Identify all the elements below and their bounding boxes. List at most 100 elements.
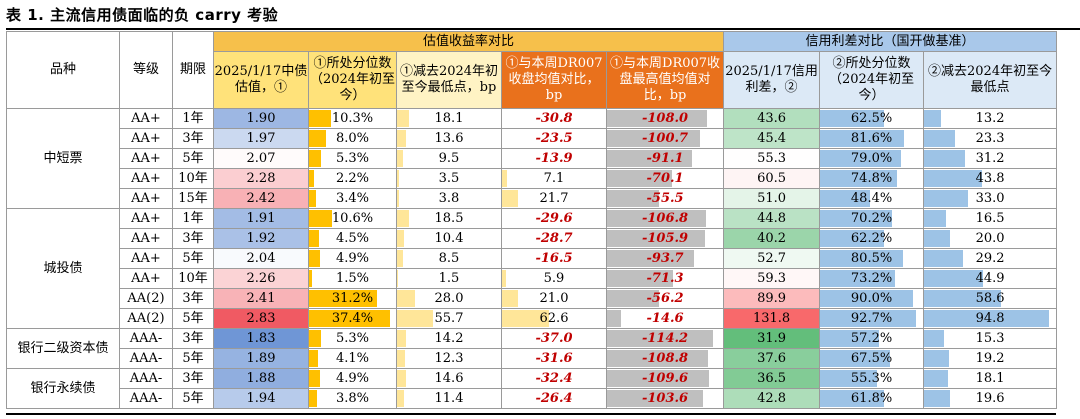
spread-minus-low-cell: 19.6: [923, 388, 1058, 409]
yield-value-cell: 1.89: [213, 348, 309, 369]
spread-percentile-cell: 79.0%: [819, 148, 925, 169]
spread-percentile-bar: [820, 210, 893, 227]
table-row: AA+ 3年 1.97 8.0% 13.6 -23.5 -100.7 45.4 81.6% 23.…: [7, 128, 1058, 149]
spread-minus-low-bar: [924, 270, 984, 287]
yield-minus-low-cell: 1.5: [396, 268, 502, 289]
vs-dr007-high-value: -109.6: [641, 371, 689, 386]
yield-value-value: 2.28: [246, 171, 276, 186]
spread-minus-low-value: 19.2: [975, 351, 1005, 366]
header-grade: 等级: [119, 31, 173, 109]
spread-value-cell: 43.6: [723, 108, 821, 129]
spread-value-value: 131.8: [752, 311, 791, 326]
vs-dr007-high-cell: -108.0: [605, 108, 725, 129]
yield-minus-low-value: 11.4: [434, 391, 464, 406]
spread-percentile-cell: 90.0%: [819, 288, 925, 309]
table-row: AA+ 5年 2.07 5.3% 9.5 -13.9 -91.1 55.3 79.0% 31.2: [7, 148, 1058, 169]
yield-percentile-value: 4.9%: [335, 371, 370, 386]
vs-dr007-avg-cell: 21.7: [501, 188, 607, 209]
yield-percentile-cell: 8.0%: [308, 128, 397, 149]
yield-value-cell: 1.90: [213, 108, 309, 129]
spread-value-value: 36.5: [757, 371, 787, 386]
table-row: 银行二级资本债 AAA- 3年 1.83 5.3% 14.2 -37.0 -114.2 31.9…: [6, 328, 1058, 369]
vs-dr007-avg-value: 62.6: [539, 311, 569, 326]
header-spread-percentile: ②所处分位数（2024年初至今）: [819, 51, 925, 109]
yield-minus-low-value: 3.5: [438, 171, 460, 186]
vs-dr007-avg-value: -28.7: [535, 231, 573, 246]
spread-percentile-value: 92.7%: [850, 311, 893, 326]
yield-percentile-bar: [309, 230, 319, 247]
vs-dr007-avg-value: 21.7: [539, 191, 569, 206]
vs-dr007-high-bar: [607, 130, 701, 147]
spread-minus-low-cell: 20.0: [923, 228, 1058, 249]
yield-percentile-cell: 5.3%: [308, 328, 397, 349]
variety-cell: 中短票: [6, 108, 120, 209]
spread-minus-low-bar: [924, 210, 946, 227]
header-group-yield: 估值收益率对比: [212, 31, 725, 52]
spread-percentile-cell: 70.2%: [819, 208, 925, 229]
spread-minus-low-cell: 13.2: [923, 108, 1058, 129]
spread-percentile-bar: [820, 390, 884, 407]
vs-dr007-avg-bar: [502, 170, 508, 187]
vs-dr007-high-value: -91.1: [646, 151, 684, 166]
spread-value-value: 51.0: [757, 191, 787, 206]
tenor-cell: 3年: [172, 128, 214, 149]
yield-percentile-cell: 2.2%: [308, 168, 397, 189]
spread-percentile-value: 61.8%: [850, 391, 893, 406]
yield-value-value: 1.89: [246, 351, 276, 366]
yield-percentile-value: 2.2%: [335, 171, 370, 186]
spread-percentile-cell: 62.5%: [819, 108, 925, 129]
vs-dr007-avg-value: 21.0: [539, 291, 569, 306]
tenor-cell: 5年: [172, 148, 214, 169]
table-row: AA+ 10年 2.26 1.5% 1.5 5.9 -71.3 59.3 73.2% 44.9: [7, 268, 1058, 289]
vs-dr007-avg-cell: -37.0: [501, 328, 607, 349]
spread-value-cell: 45.4: [723, 128, 821, 149]
vs-dr007-high-bar: [607, 150, 692, 167]
yield-value-value: 2.42: [246, 191, 276, 206]
yield-value-cell: 2.07: [213, 148, 309, 169]
vs-dr007-high-cell: -14.6: [605, 308, 725, 329]
header-vs-dr007-avg: ①与本周DR007收盘均值对比，bp: [501, 51, 607, 109]
tenor-cell: 10年: [172, 168, 214, 189]
yield-value-value: 1.88: [246, 371, 276, 386]
yield-minus-low-cell: 12.3: [396, 348, 502, 369]
tenor-cell: 3年: [172, 328, 214, 349]
spread-percentile-bar: [820, 110, 885, 127]
spread-value-cell: 59.3: [723, 268, 821, 289]
yield-value-cell: 1.94: [213, 388, 309, 409]
yield-minus-low-value: 8.5: [438, 251, 460, 266]
spread-percentile-cell: 73.2%: [819, 268, 925, 289]
yield-percentile-bar: [309, 170, 314, 187]
spread-minus-low-bar: [924, 350, 950, 367]
vs-dr007-high-cell: -108.8: [605, 348, 725, 369]
yield-value-cell: 1.83: [213, 328, 309, 349]
title-rule: [6, 28, 1080, 30]
yield-percentile-bar: [309, 390, 318, 407]
spread-percentile-cell: 81.6%: [819, 128, 925, 149]
yield-value-value: 2.07: [246, 151, 276, 166]
spread-value-cell: 89.9: [723, 288, 821, 309]
vs-dr007-high-bar: [607, 390, 704, 407]
vs-dr007-avg-value: -13.9: [535, 151, 573, 166]
yield-minus-low-bar: [397, 390, 405, 407]
vs-dr007-avg-value: -16.5: [535, 251, 573, 266]
header-vs-dr007-high: ①与本周DR007收盘最高值均值对比，bp: [605, 51, 725, 109]
spread-percentile-value: 90.0%: [850, 291, 893, 306]
spread-value-cell: 60.5: [723, 168, 821, 189]
spread-minus-low-cell: 16.5: [923, 208, 1058, 229]
spread-value-cell: 40.2: [723, 228, 821, 249]
table-row: AA+ 10年 2.28 2.2% 3.5 7.1 -70.1 60.5 74.8% 43.8: [7, 168, 1058, 189]
spread-minus-low-value: 31.2: [975, 151, 1005, 166]
spread-percentile-value: 48.4%: [850, 191, 893, 206]
spread-minus-low-value: 15.3: [975, 331, 1005, 346]
vs-dr007-high-value: -55.5: [646, 191, 684, 206]
grade-cell: AAA-: [119, 368, 173, 389]
vs-dr007-high-value: -105.9: [641, 231, 689, 246]
spread-percentile-bar: [820, 250, 903, 267]
vs-dr007-avg-value: -31.6: [535, 351, 573, 366]
vs-dr007-high-bar: [607, 190, 659, 207]
table-row: AA(2) 3年 2.41 31.2% 28.0 21.0 -56.2 89.9 90.0% 58…: [7, 288, 1058, 309]
yield-percentile-cell: 4.5%: [308, 228, 397, 249]
spread-minus-low-bar: [924, 330, 945, 347]
yield-percentile-value: 4.1%: [335, 351, 370, 366]
vs-dr007-avg-bar: [502, 290, 518, 307]
